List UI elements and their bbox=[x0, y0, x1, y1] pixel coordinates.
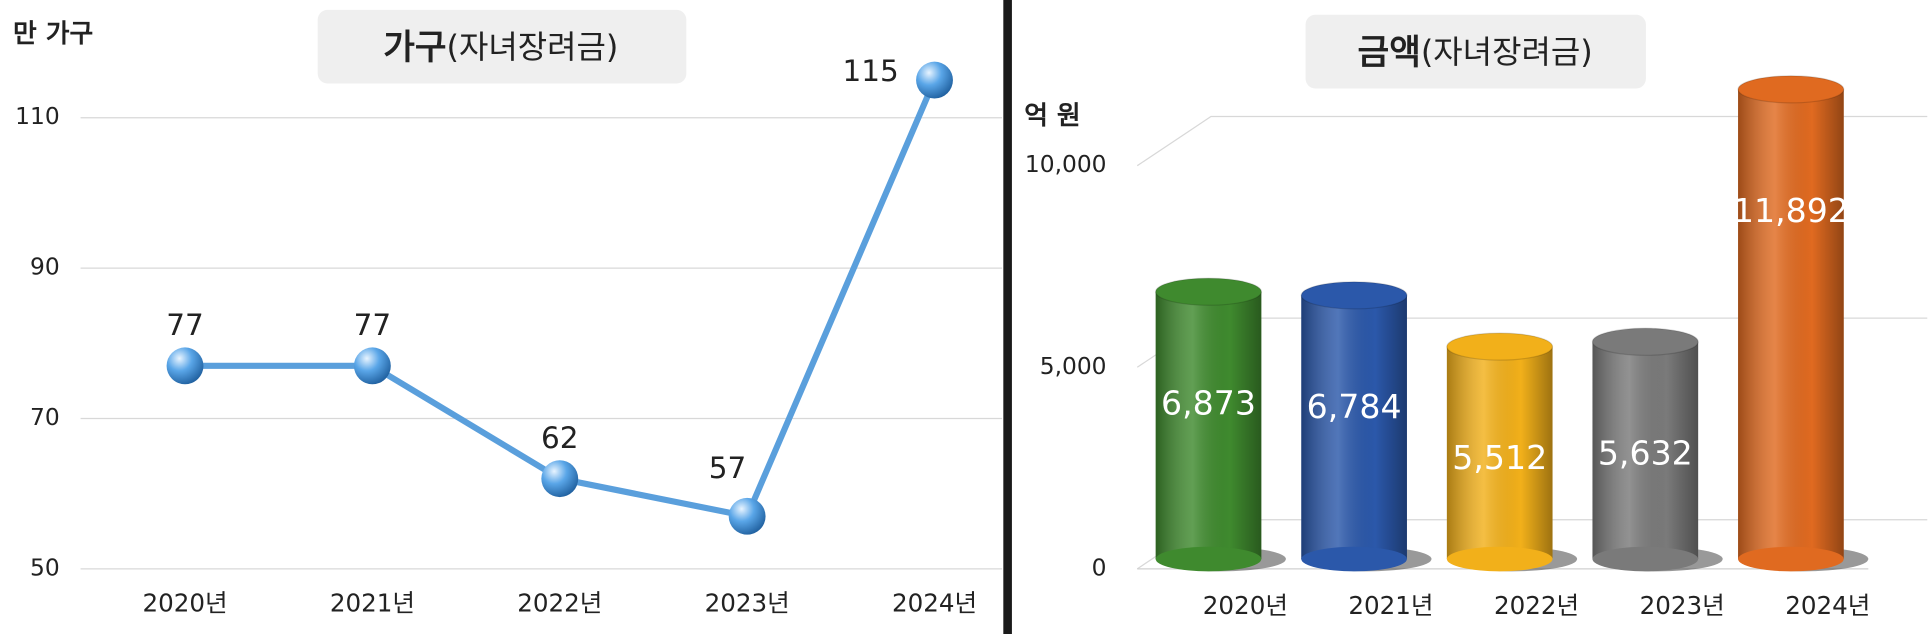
bar-shading bbox=[1738, 89, 1844, 560]
point bbox=[728, 497, 766, 535]
x-tick-label: 2022년 bbox=[1494, 591, 1579, 620]
bar-shading bbox=[1155, 291, 1262, 560]
y-tick-label: 0 bbox=[1092, 553, 1107, 581]
y-tick-label: 5,000 bbox=[1040, 352, 1107, 380]
title-sub: (자녀장려금) bbox=[447, 28, 619, 66]
y-tick-label: 90 bbox=[30, 253, 60, 281]
x-tick-label: 2024년 bbox=[892, 589, 977, 618]
bar-top bbox=[1155, 277, 1262, 306]
x-tick-label: 2023년 bbox=[705, 589, 790, 618]
data-label: 6,873 bbox=[1161, 383, 1256, 422]
data-label: 77 bbox=[354, 308, 392, 342]
bar-bottom bbox=[1738, 546, 1844, 572]
chart-title: 가구(자녀장려금) bbox=[383, 28, 618, 68]
data-label: 62 bbox=[541, 421, 579, 455]
title-box bbox=[317, 9, 687, 84]
title-main: 금액 bbox=[1358, 33, 1421, 73]
point bbox=[541, 460, 579, 498]
divider bbox=[1003, 0, 1012, 634]
x-tick-label: 2021년 bbox=[1348, 591, 1433, 620]
bar-top bbox=[1446, 332, 1554, 361]
data-label: 77 bbox=[166, 308, 204, 342]
bar-top bbox=[1737, 75, 1845, 104]
x-tick-label: 2021년 bbox=[330, 589, 415, 618]
data-label: 5,512 bbox=[1452, 438, 1547, 477]
data-label: 5,632 bbox=[1598, 433, 1693, 472]
bar-shading bbox=[1446, 346, 1553, 560]
bar-bottom bbox=[1155, 546, 1262, 572]
y-tick-label: 70 bbox=[30, 403, 60, 431]
grid-line bbox=[1136, 115, 1928, 167]
y-tick-label: 10,000 bbox=[1025, 150, 1107, 178]
point bbox=[166, 347, 204, 385]
data-label: 57 bbox=[709, 451, 747, 485]
y-tick-label: 110 bbox=[15, 102, 60, 130]
x-tick-label: 2024년 bbox=[1785, 591, 1870, 620]
x-tick-label: 2023년 bbox=[1640, 591, 1725, 620]
bar-shading bbox=[1592, 341, 1699, 560]
x-tick-label: 2020년 bbox=[142, 589, 227, 618]
x-tick-label: 2020년 bbox=[1203, 591, 1288, 620]
data-label: 115 bbox=[842, 54, 898, 88]
bar-top bbox=[1591, 327, 1699, 356]
y-axis-label: 억 원 bbox=[1024, 101, 1080, 131]
bar-top bbox=[1300, 281, 1408, 310]
title-sub: (자녀장려금) bbox=[1421, 33, 1593, 71]
chart-title: 금액(자녀장려금) bbox=[1358, 33, 1593, 73]
point bbox=[353, 347, 391, 385]
x-tick-label: 2022년 bbox=[517, 589, 602, 618]
y-tick-label: 50 bbox=[30, 553, 60, 581]
y-axis-label: 만 가구 bbox=[13, 19, 93, 49]
title-main: 가구 bbox=[383, 28, 446, 68]
bar-bottom bbox=[1301, 546, 1407, 572]
point bbox=[916, 61, 953, 99]
data-label: 11,892 bbox=[1733, 191, 1849, 230]
bar-bottom bbox=[1446, 546, 1553, 572]
data-label: 6,784 bbox=[1307, 387, 1402, 426]
bar-shading bbox=[1301, 295, 1407, 560]
bar-bottom bbox=[1592, 546, 1699, 572]
title-box bbox=[1305, 14, 1646, 89]
